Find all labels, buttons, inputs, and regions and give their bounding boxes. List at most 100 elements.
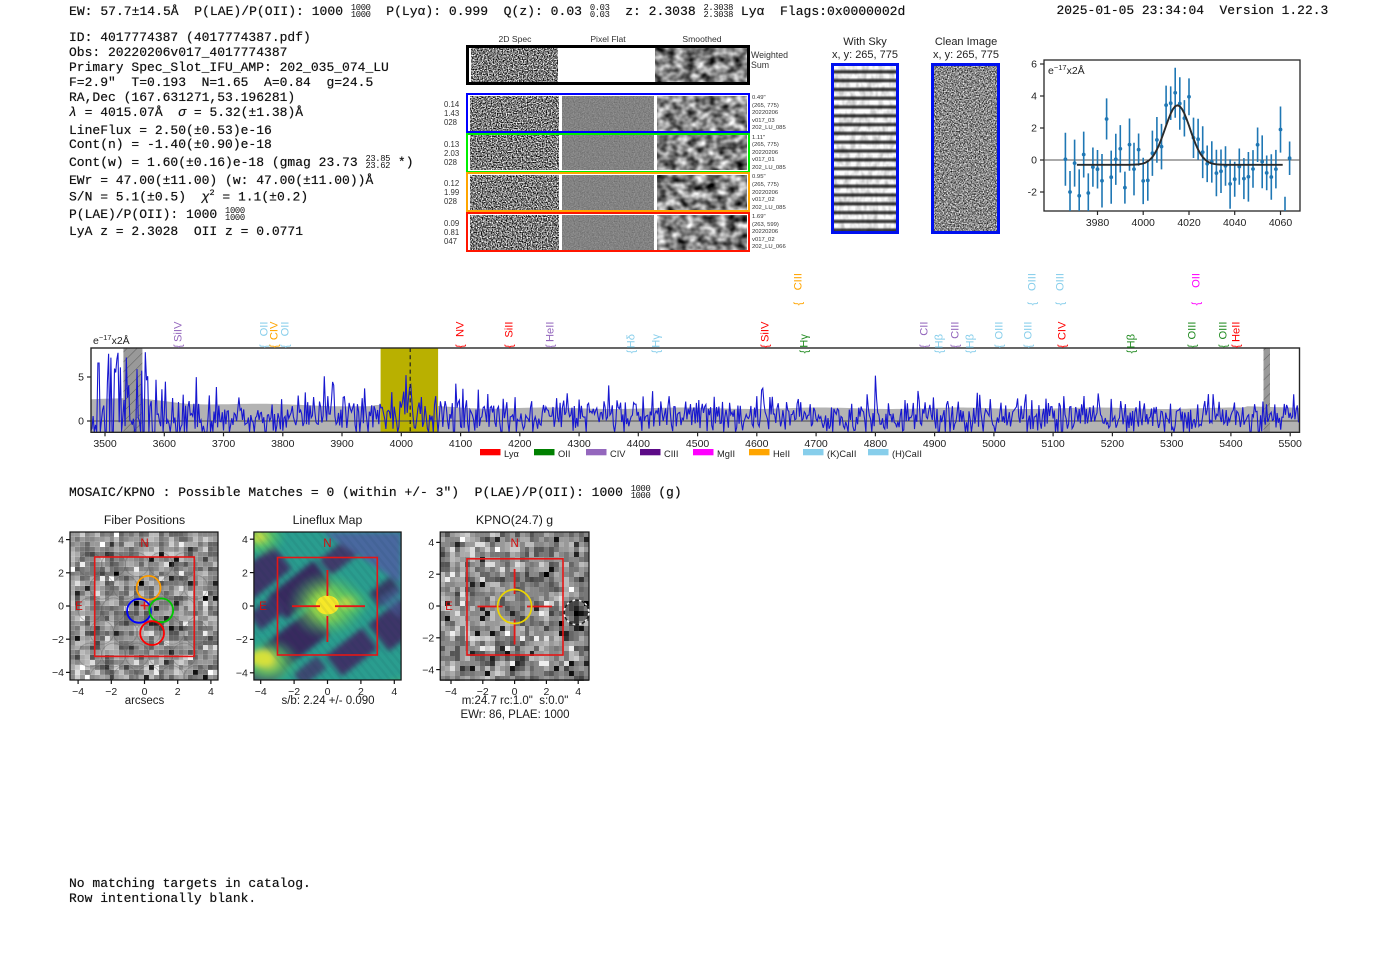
svg-text:{: {	[259, 344, 271, 348]
svg-text:CIII: CIII	[664, 449, 678, 459]
svg-text:CIV: CIV	[1057, 321, 1069, 340]
svg-text:{: {	[1191, 302, 1203, 306]
svg-text:4400: 4400	[627, 438, 651, 450]
svg-text:Hβ: Hβ	[934, 334, 946, 349]
svg-text:{: {	[1027, 302, 1039, 306]
svg-text:Hβ: Hβ	[965, 334, 977, 349]
svg-text:4000: 4000	[1132, 217, 1156, 229]
svg-text:0: 0	[58, 601, 64, 613]
svg-text:OII: OII	[259, 322, 271, 337]
svg-text:{: {	[173, 344, 185, 348]
svg-text:NV: NV	[455, 321, 467, 337]
svg-text:Lyα: Lyα	[504, 449, 519, 459]
svg-text:3900: 3900	[330, 438, 354, 450]
svg-text:e−17x2Å: e−17x2Å	[93, 333, 130, 347]
svg-text:{: {	[919, 344, 931, 348]
svg-text:−2: −2	[288, 686, 300, 698]
svg-text:5000: 5000	[982, 438, 1006, 450]
svg-text:4: 4	[575, 686, 581, 698]
svg-text:{: {	[1055, 302, 1067, 306]
svg-text:{: {	[269, 344, 281, 348]
svg-text:OIII: OIII	[1027, 273, 1039, 291]
svg-text:6: 6	[1031, 59, 1037, 71]
svg-text:(H)CaII: (H)CaII	[892, 449, 922, 459]
svg-text:−2: −2	[105, 686, 117, 698]
svg-text:OIII: OIII	[1023, 322, 1035, 340]
svg-text:3500: 3500	[93, 438, 117, 450]
svg-text:E: E	[75, 601, 83, 613]
svg-text:{: {	[280, 344, 292, 348]
svg-text:2: 2	[428, 569, 434, 581]
svg-text:{: {	[994, 344, 1006, 348]
svg-text:5: 5	[78, 372, 84, 384]
svg-text:−4: −4	[422, 664, 434, 676]
svg-text:3700: 3700	[212, 438, 236, 450]
svg-text:3800: 3800	[271, 438, 295, 450]
svg-text:0: 0	[512, 686, 518, 698]
svg-text:4: 4	[58, 534, 64, 546]
svg-text:N: N	[510, 538, 518, 550]
svg-text:{: {	[455, 344, 467, 348]
svg-text:{: {	[504, 344, 516, 348]
svg-text:MgII: MgII	[717, 449, 735, 459]
svg-text:−4: −4	[255, 686, 267, 698]
svg-text:−2: −2	[52, 634, 64, 646]
svg-text:OIII: OIII	[994, 322, 1006, 340]
svg-text:OIII: OIII	[1187, 322, 1199, 340]
svg-text:4900: 4900	[923, 438, 947, 450]
svg-text:2: 2	[543, 686, 549, 698]
svg-text:{: {	[545, 344, 557, 348]
svg-text:{: {	[950, 344, 962, 348]
svg-text:SiII: SiII	[504, 322, 516, 338]
svg-text:CIII: CIII	[793, 273, 805, 290]
svg-text:2: 2	[175, 686, 181, 698]
svg-text:{: {	[965, 350, 977, 354]
svg-text:{: {	[1187, 344, 1199, 348]
svg-text:−4: −4	[236, 668, 248, 680]
svg-text:5400: 5400	[1219, 438, 1243, 450]
svg-text:2: 2	[358, 686, 364, 698]
svg-text:Hγ: Hγ	[651, 334, 663, 348]
svg-text:{: {	[793, 302, 805, 306]
svg-text:SiIV: SiIV	[173, 321, 185, 342]
svg-text:3980: 3980	[1086, 217, 1110, 229]
svg-text:−4: −4	[72, 686, 84, 698]
svg-text:2: 2	[242, 567, 248, 579]
svg-text:4040: 4040	[1223, 217, 1247, 229]
svg-text:HeII: HeII	[1231, 322, 1243, 343]
svg-text:0: 0	[428, 601, 434, 613]
svg-text:E: E	[259, 601, 267, 613]
svg-text:−2: −2	[477, 686, 489, 698]
svg-text:4100: 4100	[449, 438, 473, 450]
svg-text:N: N	[323, 538, 331, 550]
svg-text:4200: 4200	[508, 438, 532, 450]
svg-text:OII: OII	[558, 449, 570, 459]
svg-text:{: {	[934, 350, 946, 354]
svg-text:(K)CaII: (K)CaII	[827, 449, 856, 459]
svg-text:Hβ: Hβ	[1126, 334, 1138, 349]
svg-text:0: 0	[325, 686, 331, 698]
svg-text:5500: 5500	[1279, 438, 1303, 450]
svg-text:CIII: CIII	[950, 322, 962, 339]
svg-text:CIV: CIV	[269, 321, 281, 340]
svg-text:4000: 4000	[390, 438, 414, 450]
svg-text:{: {	[760, 344, 772, 348]
svg-text:−4: −4	[52, 667, 64, 679]
svg-text:SiIV: SiIV	[760, 321, 772, 342]
svg-text:2: 2	[58, 568, 64, 580]
svg-text:0: 0	[142, 686, 148, 698]
svg-text:5100: 5100	[1041, 438, 1065, 450]
svg-text:e−17x2Å: e−17x2Å	[1048, 63, 1085, 77]
svg-text:4: 4	[208, 686, 214, 698]
svg-text:E: E	[445, 601, 453, 613]
svg-text:{: {	[651, 350, 663, 354]
svg-text:4: 4	[242, 534, 248, 546]
svg-text:4700: 4700	[804, 438, 828, 450]
svg-text:4600: 4600	[745, 438, 769, 450]
svg-text:-2: -2	[1028, 187, 1037, 199]
svg-text:Hδ: Hδ	[626, 334, 638, 348]
svg-text:3600: 3600	[153, 438, 177, 450]
svg-text:{: {	[1023, 344, 1035, 348]
svg-text:−2: −2	[236, 634, 248, 646]
svg-text:{: {	[1126, 350, 1138, 354]
